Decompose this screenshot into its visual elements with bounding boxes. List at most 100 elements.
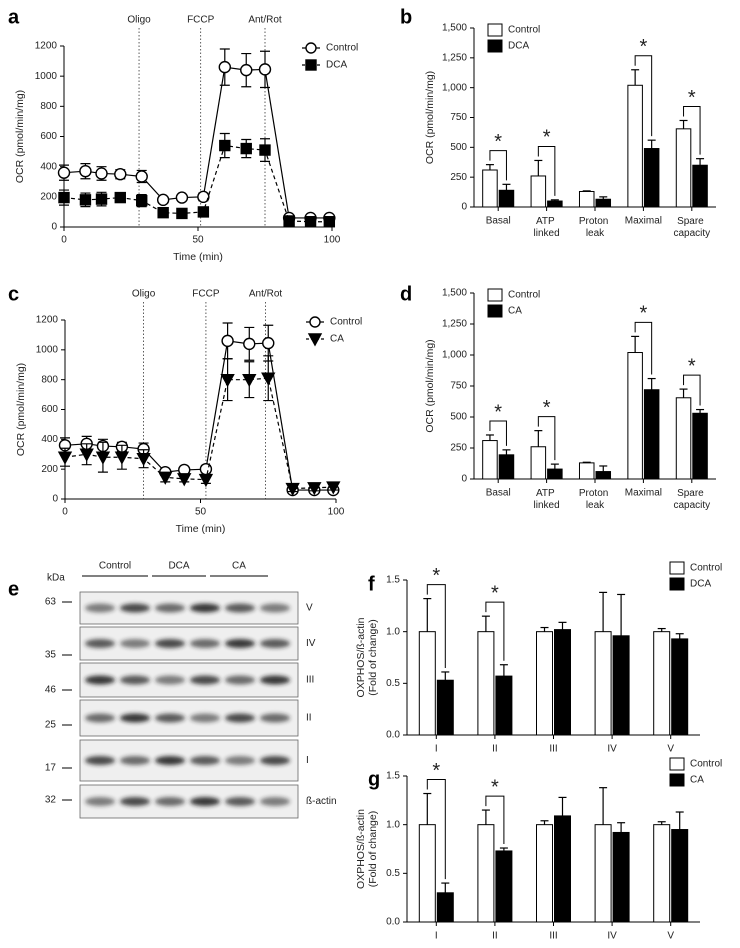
y-tick-label: 600 — [40, 131, 57, 142]
data-point — [258, 63, 272, 76]
legend-label: Control — [330, 317, 362, 328]
x-tick-label: Basal — [486, 488, 511, 499]
bar — [436, 892, 454, 923]
bar — [578, 190, 595, 208]
blot-band — [260, 797, 290, 806]
y-tick-label: 1000 — [36, 344, 59, 355]
y-tick-label: 1.0 — [386, 819, 400, 830]
data-point — [58, 191, 70, 204]
legend-marker — [305, 59, 317, 71]
band-label: IV — [306, 638, 316, 649]
data-point — [177, 473, 192, 487]
data-point — [218, 60, 232, 74]
y-tick-label: 400 — [41, 434, 58, 445]
data-point — [57, 166, 71, 179]
mw-marker: 46 — [45, 685, 57, 696]
blot-band — [225, 797, 255, 806]
legend-label: CA — [690, 775, 704, 786]
blot-band — [85, 713, 115, 723]
y-tick-label: 0 — [52, 494, 58, 505]
bar — [627, 352, 643, 480]
y-tick-label: 500 — [450, 412, 467, 423]
x-tick-label: Spare capacity — [673, 216, 710, 239]
series-line — [64, 377, 334, 490]
mw-marker: 32 — [45, 795, 57, 806]
x-tick-label: IV — [607, 931, 617, 942]
significance-label: * — [432, 565, 440, 587]
bar — [643, 148, 660, 208]
significance-bracket — [683, 374, 701, 406]
blot-band — [155, 675, 185, 685]
data-point — [304, 216, 317, 228]
data-point — [79, 194, 92, 206]
blot-band — [190, 797, 220, 806]
significance-bracket — [537, 145, 556, 196]
x-tick-label: Maximal — [625, 216, 662, 227]
x-tick-label: III — [549, 744, 557, 755]
x-tick-label: Spare capacity — [673, 488, 710, 511]
blot-band — [120, 797, 150, 806]
x-tick-label: 0 — [62, 507, 68, 518]
blot-band — [155, 797, 185, 806]
data-point — [240, 142, 252, 155]
data-point — [176, 207, 188, 220]
blot-band — [85, 756, 115, 765]
data-point — [135, 170, 148, 183]
data-point — [95, 193, 108, 205]
x-tick-label: I — [435, 744, 438, 755]
y-tick-label: 0.0 — [386, 730, 400, 741]
y-axis-label: OCR (pmol/min/mg) — [15, 363, 27, 456]
x-tick-label: ATP linked — [534, 488, 560, 511]
y-tick-label: 800 — [41, 374, 58, 385]
x-tick-label: II — [492, 744, 498, 755]
data-point — [261, 372, 276, 386]
significance-label: * — [491, 776, 499, 798]
bar — [530, 175, 547, 208]
x-tick-label: I — [435, 931, 438, 942]
blot-band — [225, 639, 255, 648]
bar — [675, 128, 692, 208]
legend-swatch — [487, 39, 503, 53]
y-tick-label: 1.5 — [386, 771, 400, 782]
panel-label: g — [368, 768, 380, 790]
legend-label: DCA — [326, 60, 347, 71]
legend-label: Control — [690, 563, 722, 574]
bar — [692, 412, 708, 480]
panel-label: c — [8, 283, 19, 305]
data-point — [79, 164, 92, 178]
data-point — [136, 453, 151, 467]
x-axis-label: Time (min) — [173, 251, 223, 263]
data-point — [240, 63, 253, 77]
y-tick-label: 500 — [450, 142, 467, 153]
bar — [498, 454, 515, 480]
bar — [477, 824, 495, 923]
legend-label: DCA — [508, 41, 529, 52]
bar — [495, 675, 513, 736]
x-tick-label: Basal — [486, 216, 511, 227]
blot-band — [85, 603, 115, 613]
y-axis-label: OXPHOS/ß-actin — [355, 617, 367, 697]
y-tick-label: 1,500 — [442, 288, 467, 299]
bar — [482, 169, 498, 208]
data-point — [323, 216, 336, 228]
y-tick-label: 1.5 — [386, 575, 400, 586]
legend-label: Control — [326, 43, 358, 54]
legend-label: Control — [508, 25, 540, 36]
bar — [653, 824, 671, 923]
bar — [495, 850, 513, 923]
y-tick-label: 1,250 — [442, 52, 467, 63]
y-axis-label: OCR (pmol/min/mg) — [424, 339, 436, 432]
group-label: DCA — [168, 561, 189, 572]
group-label: CA — [232, 561, 246, 572]
band-label: V — [306, 603, 313, 614]
x-axis-label: Time (min) — [176, 523, 226, 535]
bar — [530, 446, 547, 480]
data-point — [197, 206, 210, 218]
blot-band — [85, 675, 115, 685]
blot-band — [120, 713, 150, 723]
blot-band — [155, 639, 185, 648]
y-tick-label: 0.0 — [386, 917, 400, 928]
significance-bracket — [634, 321, 653, 375]
